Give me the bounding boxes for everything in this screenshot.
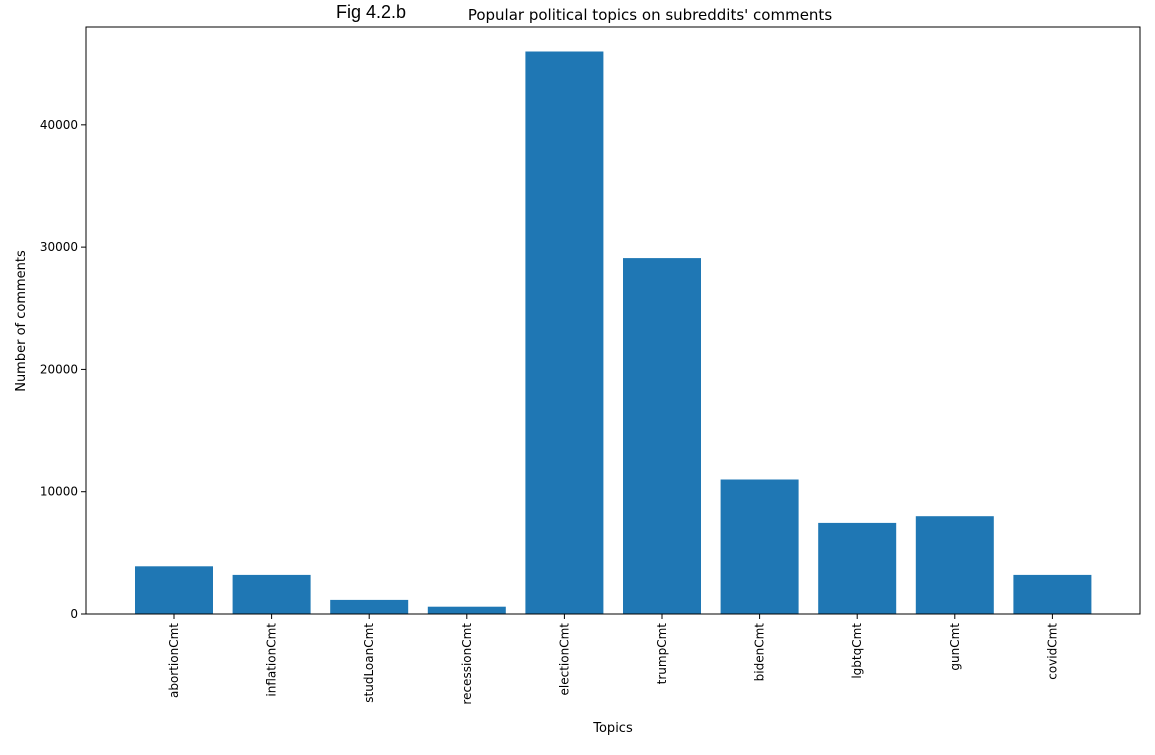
x-axis-ticks: abortionCmt inflationCmt studLoanCmt recess… xyxy=(167,614,1059,705)
x-axis-label: Topics xyxy=(592,721,633,736)
x-tick-label: abortionCmt xyxy=(167,623,181,698)
bar-trumpCmt xyxy=(623,258,701,614)
bar-covidCmt xyxy=(1013,574,1092,614)
x-tick-label: lgbtqCmt xyxy=(850,623,864,679)
bars-group xyxy=(135,51,1092,614)
bar-electionCmt xyxy=(525,51,604,614)
y-tick-label: 0 xyxy=(70,607,78,621)
x-tick-label: inflationCmt xyxy=(265,623,279,697)
bar-studLoanCmt xyxy=(330,599,409,614)
bar-lgbtqCmt xyxy=(818,522,897,614)
x-tick-label: covidCmt xyxy=(1045,623,1059,680)
y-tick-label: 30000 xyxy=(40,240,78,254)
bar-abortionCmt xyxy=(135,566,213,614)
figure-label: Fig 4.2.b xyxy=(336,2,407,22)
bar-gunCmt xyxy=(915,516,994,614)
x-tick-label: gunCmt xyxy=(948,623,962,671)
y-tick-label: 20000 xyxy=(40,362,78,376)
bar-recessionCmt xyxy=(427,606,506,614)
y-tick-label: 10000 xyxy=(40,485,78,499)
x-tick-label: recessionCmt xyxy=(460,623,474,705)
y-axis-ticks: 0 10000 20000 30000 40000 xyxy=(40,118,86,621)
y-tick-label: 40000 xyxy=(40,118,78,132)
x-tick-label: bidenCmt xyxy=(753,623,767,682)
plot-frame xyxy=(85,26,1141,615)
x-tick-label: trumpCmt xyxy=(655,623,669,685)
x-tick-label: studLoanCmt xyxy=(362,623,376,703)
x-tick-label: electionCmt xyxy=(557,623,571,696)
bar-inflationCmt xyxy=(232,574,311,614)
bar-bidenCmt xyxy=(720,479,799,614)
y-axis-label: Number of comments xyxy=(14,250,29,392)
chart-title: Popular political topics on subreddits' … xyxy=(468,6,832,24)
